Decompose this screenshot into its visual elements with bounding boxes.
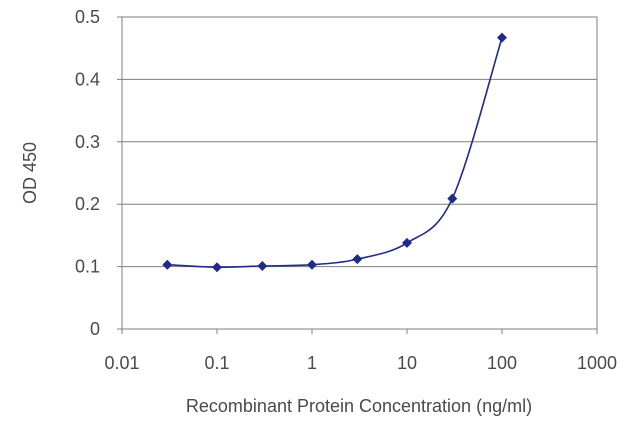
y-tick-label: 0 xyxy=(90,319,100,339)
x-tick-label: 0.1 xyxy=(204,353,229,373)
y-axis-ticks: 0 0.1 0.2 0.3 0.4 0.5 xyxy=(75,7,122,339)
data-point-diamond xyxy=(352,254,363,265)
data-point-diamond xyxy=(162,259,173,270)
y-tick-label: 0.1 xyxy=(75,257,100,277)
gridlines xyxy=(122,16,597,330)
data-point-diamond xyxy=(212,262,222,273)
data-point-diamond xyxy=(307,259,317,270)
y-tick-label: 0.2 xyxy=(75,194,100,214)
x-tick-label: 100 xyxy=(487,353,517,373)
x-tick-label: 0.01 xyxy=(104,353,139,373)
x-axis-title: Recombinant Protein Concentration (ng/ml… xyxy=(186,396,532,416)
y-tick-label: 0.3 xyxy=(75,132,100,152)
y-tick-label: 0.5 xyxy=(75,7,100,27)
x-tick-label: 10 xyxy=(397,353,417,373)
y-axis-title: OD 450 xyxy=(20,142,40,204)
plot-area-frame xyxy=(121,16,598,330)
data-points xyxy=(162,32,507,273)
series-curve xyxy=(167,37,503,269)
x-axis-ticks: 0.01 0.1 1 10 100 1000 xyxy=(104,329,617,373)
data-point-diamond xyxy=(257,261,268,271)
x-tick-label: 1 xyxy=(307,353,317,373)
data-point-diamond xyxy=(447,193,458,204)
data-point-diamond xyxy=(497,32,507,43)
y-tick-label: 0.4 xyxy=(75,69,100,89)
data-point-diamond xyxy=(402,237,412,248)
x-tick-label: 1000 xyxy=(577,353,617,373)
